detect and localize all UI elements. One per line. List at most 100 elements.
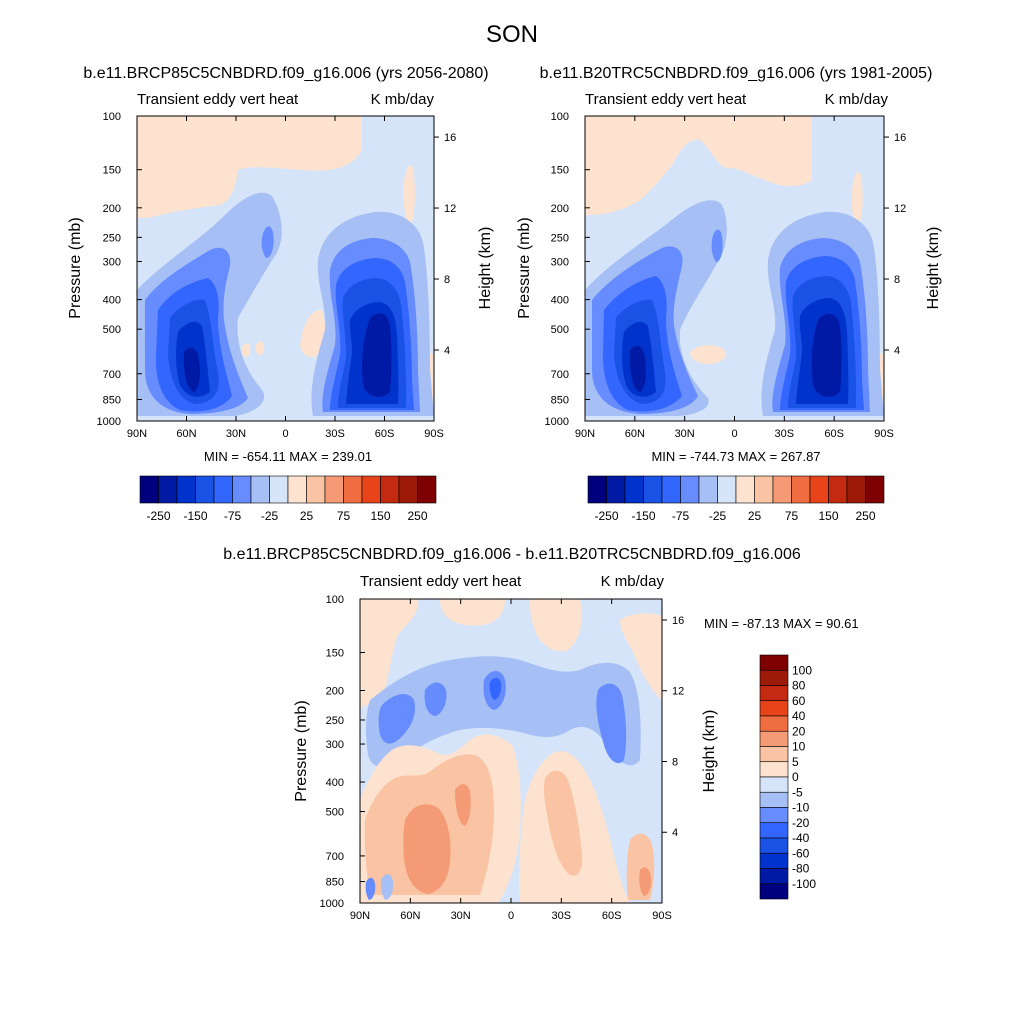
y-tick-label: 300 [103,257,121,269]
height-tick-label: 12 [894,203,906,215]
lower-positive-north-l3b [455,784,471,826]
colorbar-label: -25 [709,509,727,523]
colorbar-box [587,475,607,504]
colorbar-box [759,883,789,900]
y-tick-label: 700 [551,369,569,381]
y-tick-label: 500 [551,324,569,336]
figure-title: SON [486,21,538,48]
colorbar-box [698,475,718,504]
lower-positive-edge-l2 [639,867,652,896]
colorbar-label: -100 [792,877,816,891]
upper-negative-b [424,682,447,716]
x-tick-label: 30N [226,428,246,440]
colorbar-box [195,475,215,504]
y-tick-label: 850 [103,394,121,406]
y-tick-label: 150 [551,165,569,177]
colorbar-label: 5 [792,755,799,769]
colorbar-box [759,715,789,732]
panel-case-ylabel: Pressure (mb) [67,217,84,318]
surface-negative-north [365,877,376,900]
panel-case-colorbar: -250 -150 -75 -25 25 75 150 250 [139,475,437,523]
x-tick-label: 30N [675,428,695,440]
x-tick-label: 60S [375,428,395,440]
panel-control-axes: 90N 60N 30N 0 30S 60S 90S 100 150 200 250 300 400 500… [545,111,907,440]
panel-control-ylabel-right: Height (km) [925,227,942,310]
y-tick-label: 400 [326,777,344,789]
height-tick-label: 4 [894,345,900,357]
y-tick-label: 150 [103,165,121,177]
upper-negative-core [489,677,502,700]
colorbar-label: -60 [792,846,810,860]
panel-case-left-label: Transient eddy vert heat [137,91,299,108]
colorbar-box [759,654,789,671]
colorbar-label: 20 [792,724,806,738]
colorbar-box [361,475,381,504]
colorbar-box [809,475,829,504]
x-tick-label: 60N [625,428,645,440]
positive-blob-south-upper [403,165,415,228]
stratosphere-positive [585,116,812,215]
strat-positive-mid [440,599,505,626]
x-tick-label: 90S [424,428,444,440]
colorbar-box [759,837,789,854]
colorbar-box [380,475,400,504]
colorbar-box [158,475,178,504]
colorbar-box [139,475,159,504]
x-tick-label: 0 [731,428,737,440]
y-tick-label: 1000 [545,416,569,428]
strat-positive-north [360,599,419,708]
x-tick-label: 60S [602,910,622,922]
strat-positive-south [530,599,582,652]
colorbar-box [759,852,789,869]
midlevel-blob-b [255,341,265,356]
colorbar-box [680,475,700,504]
colorbar-label: 25 [748,509,762,523]
colorbar-box [306,475,326,504]
colorbar-box [828,475,848,504]
colorbar-label: 75 [337,509,351,523]
colorbar-label: -80 [792,862,810,876]
colorbar-box [606,475,626,504]
colorbar-label: 60 [792,694,806,708]
tropical-upper-blob [261,226,274,258]
y-tick-label: 100 [551,111,569,123]
colorbar-box [759,776,789,793]
colorbar-box [661,475,681,504]
y-tick-label: 850 [551,394,569,406]
y-tick-label: 700 [326,851,344,863]
y-tick-label: 500 [103,324,121,336]
colorbar-label: 150 [818,509,838,523]
colorbar-box [754,475,774,504]
colorbar-box [772,475,792,504]
y-tick-label: 250 [103,232,121,244]
height-tick-label: 4 [444,345,450,357]
panel-difference-right-label: K mb/day [601,573,665,590]
panel-control-right-label: K mb/day [825,91,889,108]
height-tick-label: 8 [894,274,900,286]
x-tick-label: 90N [350,910,370,922]
panel-difference-ylabel-right: Height (km) [701,710,718,793]
north-cell-core [629,345,646,392]
panel-difference-minmax: MIN = -87.13 MAX = 90.61 [704,616,859,631]
y-tick-label: 400 [551,295,569,307]
height-tick-label: 8 [444,274,450,286]
colorbar-label: 40 [792,709,806,723]
panel-case-ylabel-right: Height (km) [477,227,494,310]
colorbar-box [643,475,663,504]
colorbar-label: -5 [792,785,803,799]
panel-control: b.e11.B20TRC5CNBDRD.f09_g16.006 (yrs 198… [516,65,942,523]
stratosphere-positive [137,116,362,218]
colorbar-box [759,761,789,778]
colorbar-box [417,475,437,504]
colorbar-box [759,807,789,824]
x-tick-label: 0 [508,910,514,922]
colorbar-label: -10 [792,801,810,815]
colorbar-box [213,475,233,504]
y-tick-label: 300 [326,739,344,751]
colorbar-label: -20 [792,816,810,830]
panel-case-right-label: K mb/day [371,91,435,108]
midlevel-blob-a [241,342,251,357]
height-tick-label: 16 [444,132,456,144]
